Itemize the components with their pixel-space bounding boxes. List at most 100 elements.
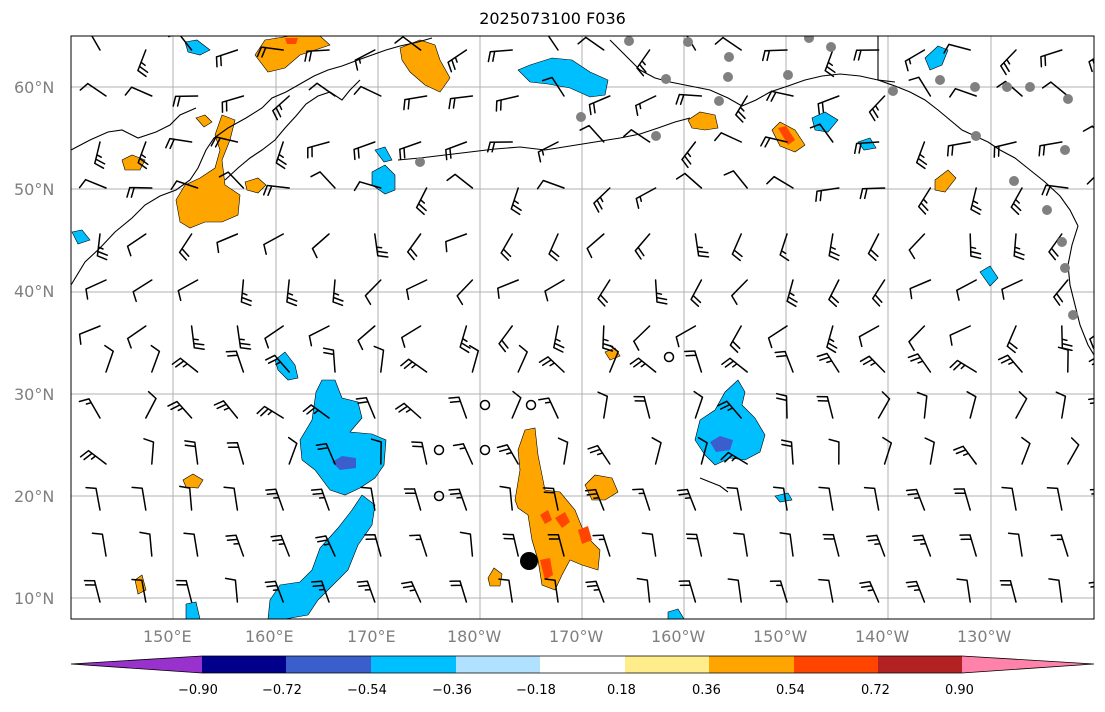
station-marker: [683, 37, 693, 47]
wind-barb: [635, 187, 657, 209]
wind-barb: [401, 325, 422, 348]
wind-barb: [697, 436, 708, 465]
wind-barb: [597, 391, 609, 419]
wind-barb: [1089, 335, 1094, 350]
wind-barb: [315, 443, 336, 465]
station-marker: [576, 112, 586, 122]
wind-barb: [959, 534, 977, 557]
wind-barb: [904, 49, 926, 72]
wind-barb: [635, 95, 657, 117]
wind-barb: [496, 444, 519, 465]
station-marker: [888, 86, 898, 96]
colorbar-label: −0.72: [262, 683, 302, 698]
wind-barb: [356, 580, 376, 603]
wind-barb: [956, 578, 971, 603]
lon-label-150e: 150°E: [143, 627, 192, 646]
wind-barb: [632, 488, 651, 511]
wind-barb: [401, 581, 422, 603]
wind-barb: [322, 347, 336, 373]
wind-barb: [226, 442, 245, 465]
field-area-small-2: [244, 177, 267, 194]
station-marker: [661, 74, 671, 84]
wind-barb: [949, 325, 971, 346]
wind-barb: [124, 86, 153, 97]
wind-barb: [179, 485, 193, 511]
wind-barb: [510, 187, 522, 216]
neg-field-small-11: [774, 492, 793, 503]
wind-barb: [468, 344, 480, 373]
wind-barb: [623, 129, 651, 143]
wind-barb: [818, 486, 834, 511]
wind-barb: [969, 233, 982, 260]
strong-field-gulf: [778, 126, 795, 145]
wind-barb: [275, 141, 287, 170]
wind-barb: [1013, 233, 1025, 261]
wind-barb: [908, 233, 926, 260]
wind-barb: [132, 279, 153, 303]
wind-barb: [456, 279, 474, 306]
wind-barb: [858, 325, 880, 348]
wind-barb: [1006, 325, 1018, 354]
wind-barb: [403, 488, 422, 511]
wind-barb: [364, 279, 382, 306]
coastline-asia: [71, 37, 433, 286]
wind-barb: [353, 141, 376, 161]
wind-barb: [308, 325, 330, 347]
wind-barb: [178, 233, 193, 261]
strong-positive-field-areas: [285, 38, 795, 580]
wind-barb: [126, 233, 147, 257]
wind-barb: [818, 578, 834, 603]
wind-barb: [877, 391, 891, 419]
wind-barb: [353, 181, 382, 192]
wind-barb: [411, 441, 428, 465]
wind-barb: [828, 233, 840, 261]
wind-barb: [332, 279, 344, 307]
wind-barb: [131, 486, 147, 511]
wind-barb: [779, 532, 794, 557]
wind-barb: [693, 390, 704, 419]
station-marker: [1068, 310, 1078, 320]
wind-barb: [264, 580, 284, 603]
wind-barb: [448, 488, 468, 511]
wind-barb: [676, 488, 697, 511]
field-area-small-1: [121, 154, 146, 171]
wind-barb: [1038, 141, 1063, 157]
wind-barb: [447, 49, 468, 73]
wind-barb: [694, 233, 710, 258]
wind-barb: [286, 279, 298, 307]
field-area-small-4: [487, 567, 503, 587]
station-marker: [624, 36, 634, 46]
wind-barb: [264, 325, 284, 349]
neg-field-small-4: [184, 39, 211, 56]
wind-barb: [310, 580, 330, 603]
wind-barb: [448, 95, 474, 110]
lat-label-40n: 40°N: [14, 282, 55, 301]
station-marker: [970, 82, 980, 92]
wind-barb: [131, 578, 147, 603]
wind-barb: [553, 325, 565, 353]
wind-barb: [541, 76, 565, 97]
wind-barb: [859, 355, 886, 373]
wind-barb: [302, 404, 330, 419]
neg-field-small-12: [667, 608, 685, 619]
wind-barb: [310, 171, 336, 189]
wind-barb: [721, 357, 748, 373]
station-marker: [935, 75, 945, 85]
strong-field-central-4: [540, 510, 552, 524]
wind-barb: [353, 85, 382, 97]
wind-barb: [690, 279, 703, 307]
wind-barb: [1088, 397, 1094, 405]
wind-barb: [997, 354, 1023, 373]
wind-barb: [629, 357, 657, 373]
wind-barb: [495, 95, 519, 112]
wind-barb: [641, 532, 657, 557]
wind-barb: [310, 488, 330, 511]
calm-circle: [479, 444, 491, 456]
station-marker: [804, 36, 814, 43]
wind-barb: [1046, 487, 1063, 511]
neg-field-small-9: [185, 601, 201, 619]
wind-barb: [602, 325, 614, 352]
wind-barb: [360, 486, 376, 511]
wind-barb: [538, 356, 565, 373]
wind-barb: [459, 325, 471, 354]
